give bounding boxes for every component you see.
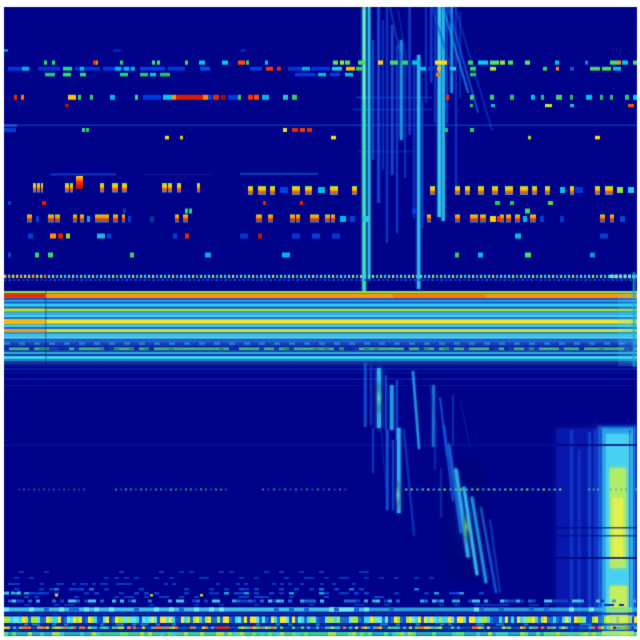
spectrogram-canvas	[0, 0, 640, 640]
spectrogram-figure	[0, 0, 640, 640]
